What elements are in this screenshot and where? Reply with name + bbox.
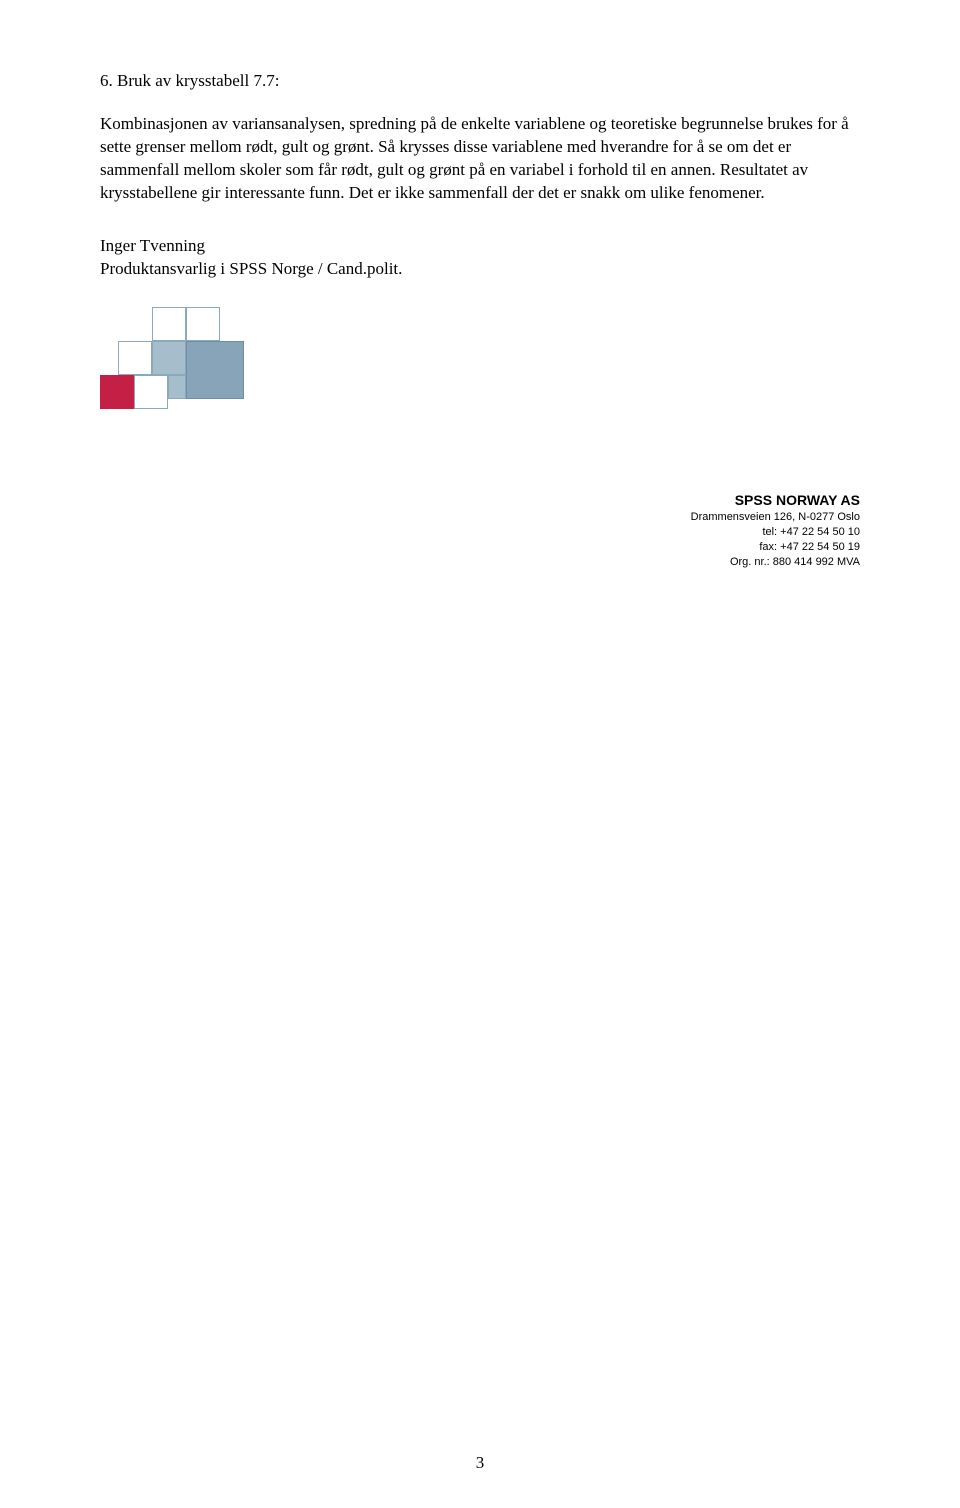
signature-name: Inger Tvenning (100, 235, 860, 258)
logo-square (168, 375, 186, 399)
page-number: 3 (0, 1453, 960, 1473)
logo-square (186, 307, 220, 341)
footer-company: SPSS NORWAY AS (691, 492, 860, 508)
spss-logo (100, 307, 270, 417)
footer-address: Drammensveien 126, N-0277 Oslo (691, 510, 860, 525)
logo-square (134, 375, 168, 409)
logo-square (152, 341, 186, 375)
signature-title: Produktansvarlig i SPSS Norge / Cand.pol… (100, 258, 860, 281)
logo-square (118, 341, 152, 375)
footer-org: Org. nr.: 880 414 992 MVA (691, 555, 860, 570)
logo-square (186, 341, 244, 399)
footer-contact: SPSS NORWAY AS Drammensveien 126, N-0277… (691, 492, 860, 569)
footer-fax: fax: +47 22 54 50 19 (691, 540, 860, 555)
logo-square (152, 307, 186, 341)
document-body: 6. Bruk av krysstabell 7.7: Kombinasjone… (100, 70, 860, 417)
heading-line: 6. Bruk av krysstabell 7.7: (100, 70, 860, 93)
logo-square (100, 375, 134, 409)
footer-tel: tel: +47 22 54 50 10 (691, 525, 860, 540)
body-paragraph: Kombinasjonen av variansanalysen, spredn… (100, 113, 860, 205)
